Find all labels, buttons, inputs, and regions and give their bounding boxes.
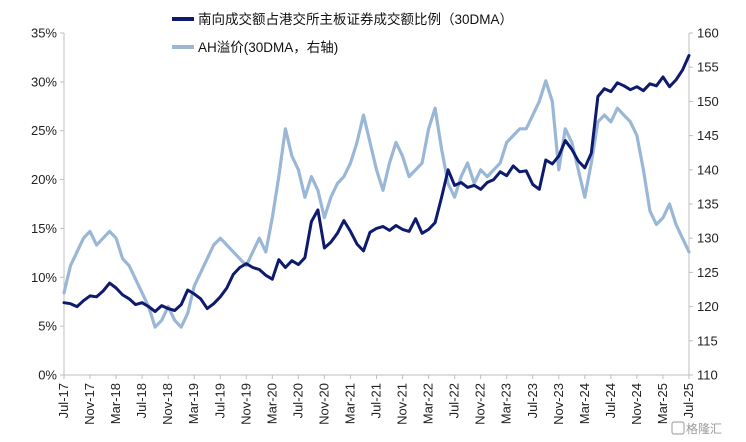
x-tick-label: Mar-24 xyxy=(577,383,592,424)
right-tick-label: 115 xyxy=(697,333,718,348)
right-tick-label: 130 xyxy=(697,231,719,246)
x-tick-label: Nov-21 xyxy=(395,383,410,425)
right-tick-label: 150 xyxy=(697,94,719,109)
x-tick-label: Nov-22 xyxy=(473,383,488,425)
left-tick-label: 5% xyxy=(38,319,57,334)
right-y-tick-labels: 110 115 120 125 130 135 140 145 150 155 160 xyxy=(689,26,719,383)
x-tick-label: Jul-23 xyxy=(525,383,540,418)
series-line-southbound xyxy=(62,54,691,313)
x-tick-label: Nov-24 xyxy=(629,383,644,425)
legend-item-ah-premium: AH溢价(30DMA，右轴) xyxy=(172,40,338,55)
right-tick-label: 140 xyxy=(697,162,719,177)
x-tick-label: Jul-24 xyxy=(603,383,618,418)
x-tick-label: Mar-19 xyxy=(186,383,201,424)
right-tick-label: 125 xyxy=(697,265,719,280)
x-tick-label: Jul-21 xyxy=(369,383,384,418)
legend-label-ah-premium: AH溢价(30DMA，右轴) xyxy=(198,40,338,55)
x-tick-label: Jul-17 xyxy=(56,383,71,418)
x-tick-labels: Jul-17 Nov-17 Mar-18 Jul-18 Nov-18 Mar-19 Jul-… xyxy=(56,375,696,425)
x-tick-label: Mar-23 xyxy=(499,383,514,424)
right-tick-label: 145 xyxy=(697,128,719,143)
right-tick-label: 155 xyxy=(697,60,719,75)
watermark-logo-icon xyxy=(671,421,685,435)
x-tick-label: Mar-18 xyxy=(108,383,123,424)
watermark: 格隆汇 xyxy=(671,421,722,436)
x-tick-label: Mar-20 xyxy=(264,383,279,424)
x-tick-label: Jul-20 xyxy=(290,383,305,418)
right-tick-label: 110 xyxy=(697,368,718,383)
series-lines xyxy=(62,54,691,329)
legend-label-southbound: 南向成交额占港交所主板证券成交额比例（30DMA） xyxy=(198,11,513,27)
left-tick-label: 10% xyxy=(31,270,57,285)
right-tick-label: 120 xyxy=(697,299,719,314)
left-tick-label: 35% xyxy=(31,26,57,41)
legend-item-southbound: 南向成交额占港交所主板证券成交额比例（30DMA） xyxy=(172,11,513,27)
x-tick-label: Jul-19 xyxy=(212,383,227,418)
right-tick-label: 135 xyxy=(697,197,719,212)
right-tick-label: 160 xyxy=(697,26,719,41)
left-tick-label: 15% xyxy=(31,221,57,236)
left-y-tick-labels: 0% 5% 10% 15% 20% 25% 30% 35% xyxy=(31,26,64,383)
x-tick-label: Mar-25 xyxy=(655,383,670,424)
x-tick-label: Nov-18 xyxy=(160,383,175,425)
x-tick-label: Jul-18 xyxy=(134,383,149,418)
x-tick-label: Jul-25 xyxy=(681,383,696,418)
x-tick-label: Nov-20 xyxy=(316,383,331,425)
x-tick-label: Nov-17 xyxy=(82,383,97,425)
legend: 南向成交额占港交所主板证券成交额比例（30DMA） AH溢价(30DMA，右轴) xyxy=(172,11,513,55)
x-tick-label: Nov-23 xyxy=(551,383,566,425)
left-tick-label: 25% xyxy=(31,123,57,138)
x-tick-label: Mar-21 xyxy=(342,383,357,424)
left-tick-label: 30% xyxy=(31,74,57,89)
x-tick-label: Mar-22 xyxy=(421,383,436,424)
watermark-text: 格隆汇 xyxy=(686,421,722,436)
x-tick-label: Nov-19 xyxy=(238,383,253,425)
left-tick-label: 20% xyxy=(31,172,57,187)
left-tick-label: 0% xyxy=(38,368,57,383)
x-tick-label: Jul-22 xyxy=(447,383,462,418)
series-line-ah-premium xyxy=(62,79,691,329)
